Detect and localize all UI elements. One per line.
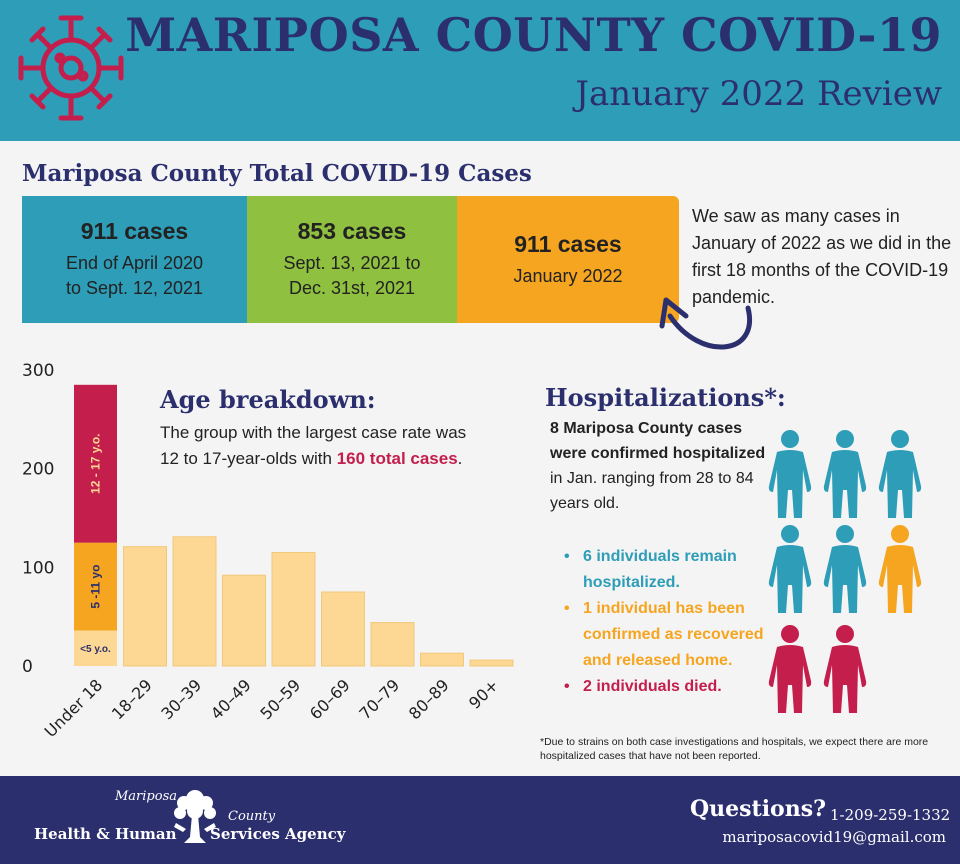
segment-label: 12 - 17 y.o. [89, 433, 103, 493]
age-text-end: . [457, 449, 463, 468]
age-highlight: 160 total cases [336, 449, 458, 468]
y-tick-label: 300 [22, 361, 54, 381]
page-title: MARIPOSA COUNTY COVID-19 [125, 8, 942, 62]
person-icon [823, 525, 867, 613]
bar [172, 536, 217, 667]
x-tick-label: 18–29 [108, 675, 156, 723]
x-tick-label: 40–49 [207, 675, 255, 723]
case-box-late-2021: 853 cases Sept. 13, 2021 to Dec. 31st, 2… [247, 196, 457, 323]
bar [469, 659, 514, 667]
hospitalizations-summary: 8 Mariposa County cases were confirmed h… [550, 416, 780, 516]
case-box-early: 911 cases End of April 2020 to Sept. 12,… [22, 196, 247, 323]
bar [123, 546, 167, 667]
age-text: The group with the largest case rate was… [160, 423, 467, 468]
x-tick-label: 70–79 [355, 675, 403, 723]
list-item-remain: 6 individuals remain hospitalized. [562, 544, 767, 596]
header-banner: MARIPOSA COUNTY COVID-19 January 2022 Re… [0, 0, 960, 141]
person-icon [878, 525, 922, 613]
bar-segment [74, 384, 117, 543]
hospitalizations-list: 6 individuals remain hospitalized. 1 ind… [562, 544, 767, 700]
bar [271, 552, 316, 667]
questions-label: Questions? [690, 796, 827, 822]
age-bar-chart: 0 100 200 300 <5 y.o. 5 -11 yo 12 - 17 y.o. Und… [22, 361, 514, 741]
list-item-died: 2 individuals died. [562, 674, 767, 700]
bar [370, 622, 415, 667]
case-box-range-1: End of April 2020 [65, 253, 204, 273]
x-tick-label: 30–39 [157, 675, 205, 723]
virus-icon [18, 15, 124, 121]
hospitalizations-footnote: *Due to strains on both case investigati… [540, 736, 929, 762]
curved-arrow-icon [659, 297, 753, 350]
people-icon-group [768, 430, 922, 713]
y-tick-label: 100 [22, 558, 54, 578]
y-tick-label: 200 [22, 460, 54, 480]
x-tick-label: 50–59 [256, 675, 304, 723]
hospitalizations-rest: in Jan. ranging from 28 to 84 years old. [550, 470, 754, 512]
person-icon [768, 625, 812, 713]
case-box-range-2: Dec. 31st, 2021 [288, 278, 416, 298]
y-tick-label: 0 [22, 657, 33, 677]
page-subtitle: January 2022 Review [575, 74, 942, 114]
segment-label: 5 -11 yo [89, 565, 103, 609]
bar [222, 574, 266, 667]
person-icon [823, 625, 867, 713]
case-box-range-2: to Sept. 12, 2021 [65, 278, 204, 298]
age-title: Age breakdown: [160, 385, 376, 414]
age-description: The group with the largest case rate was… [160, 420, 480, 472]
x-tick-label: 90+ [465, 675, 502, 712]
logo-text-left: Health & Human [34, 825, 177, 843]
list-item-recovered: 1 individual has been confirmed as recov… [562, 596, 767, 674]
person-icon [768, 430, 812, 518]
x-tick-label: 80–89 [405, 675, 453, 723]
hospitalizations-title: Hospitalizations*: [545, 383, 786, 412]
case-box-count: 911 cases [514, 230, 622, 257]
case-box-count: 911 cases [80, 218, 189, 244]
email-link[interactable]: mariposacovid19@gmail.com [722, 828, 946, 846]
case-box-range-1: Sept. 13, 2021 to [283, 253, 421, 273]
totals-boxes: 911 cases End of April 2020 to Sept. 12,… [22, 196, 679, 323]
x-tick-label: Under 18 [41, 675, 107, 741]
logo-word-county: County [228, 809, 276, 824]
segment-label: <5 y.o. [80, 644, 111, 655]
comparison-note: We saw as many cases in January of 2022 … [692, 206, 952, 307]
bar [420, 652, 464, 667]
x-tick-label: 60–69 [306, 675, 354, 723]
bar [321, 591, 365, 667]
case-box-count: 853 cases [297, 218, 407, 244]
hospitalizations-bold: 8 Mariposa County cases were confirmed h… [550, 420, 766, 462]
logo-text-right: Services Agency [210, 825, 346, 843]
phone-number[interactable]: 1-209-259-1332 [830, 806, 951, 824]
case-box-range-1: January 2022 [513, 265, 623, 286]
logo-word-mariposa: Mariposa [115, 789, 178, 804]
tree-icon [174, 790, 216, 843]
footer [0, 776, 960, 864]
case-box-jan-2022: 911 cases January 2022 [457, 196, 679, 323]
person-icon [768, 525, 812, 613]
totals-title: Mariposa County Total COVID-19 Cases [22, 160, 532, 187]
bar-segment [74, 630, 117, 666]
person-icon [878, 430, 922, 518]
agency-logo: Mariposa County Health & Human Services … [30, 785, 350, 855]
bar-segment [74, 542, 117, 631]
person-icon [823, 430, 867, 518]
